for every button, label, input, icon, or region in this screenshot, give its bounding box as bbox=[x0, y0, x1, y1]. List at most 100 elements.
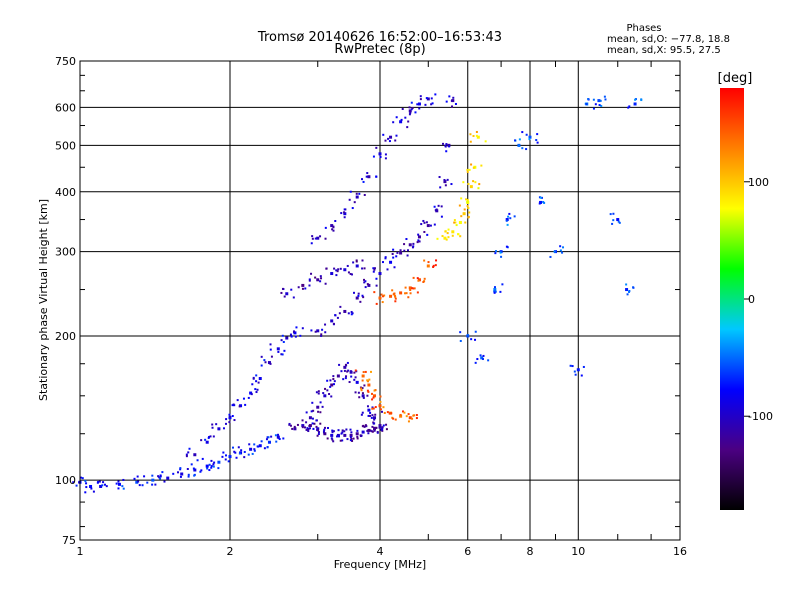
data-point-echo bbox=[340, 370, 343, 373]
data-point-echo bbox=[210, 459, 213, 462]
data-point-echo bbox=[96, 481, 99, 484]
data-point-echo bbox=[341, 439, 344, 442]
data-point-echo bbox=[266, 446, 269, 449]
data-point-echo bbox=[505, 245, 508, 248]
data-point-echo bbox=[392, 293, 395, 296]
data-point-echo bbox=[221, 455, 224, 458]
data-point-echo bbox=[247, 396, 250, 399]
data-point-echo bbox=[481, 358, 484, 361]
data-point bbox=[505, 218, 509, 222]
data-point-echo bbox=[311, 417, 314, 420]
data-point bbox=[389, 294, 393, 298]
data-point-echo bbox=[394, 418, 397, 421]
data-point-echo bbox=[386, 411, 389, 414]
data-point-echo bbox=[364, 286, 367, 289]
data-point-echo bbox=[420, 223, 423, 226]
data-point-echo bbox=[281, 334, 284, 337]
data-point-echo bbox=[356, 429, 359, 432]
colorbar-ticks: 100 0 -100 bbox=[744, 176, 773, 423]
data-point-echo bbox=[78, 481, 81, 484]
data-point-echo bbox=[394, 297, 397, 300]
data-point-echo bbox=[403, 243, 406, 246]
data-point-echo bbox=[539, 196, 542, 199]
data-point-echo bbox=[513, 215, 516, 218]
data-point-echo bbox=[224, 422, 227, 425]
data-point bbox=[293, 427, 297, 431]
data-point bbox=[180, 472, 184, 476]
data-point bbox=[355, 296, 359, 300]
data-point-echo bbox=[478, 183, 481, 186]
data-point-echo bbox=[346, 438, 349, 441]
data-point-echo bbox=[632, 286, 635, 289]
data-point-echo bbox=[307, 428, 310, 431]
data-point bbox=[285, 292, 289, 296]
data-point-echo bbox=[350, 375, 353, 378]
data-point-echo bbox=[227, 460, 230, 463]
data-point-echo bbox=[263, 359, 266, 362]
data-point bbox=[373, 416, 377, 420]
data-point-echo bbox=[375, 284, 378, 287]
data-point-echo bbox=[315, 419, 318, 422]
data-point-echo bbox=[186, 467, 189, 470]
data-point-echo bbox=[380, 428, 383, 431]
data-point bbox=[308, 424, 312, 428]
data-point-echo bbox=[345, 428, 348, 431]
data-point-echo bbox=[466, 170, 469, 173]
data-point-echo bbox=[373, 267, 376, 270]
data-point-echo bbox=[381, 261, 384, 264]
x-tick-label: 10 bbox=[571, 545, 585, 558]
data-point bbox=[205, 464, 209, 468]
data-point-echo bbox=[281, 287, 284, 290]
data-point bbox=[355, 264, 359, 268]
data-point-echo bbox=[450, 99, 453, 102]
data-point-echo bbox=[337, 434, 340, 437]
data-point-echo bbox=[324, 237, 327, 240]
data-point-echo bbox=[228, 415, 231, 418]
data-point-echo bbox=[493, 286, 496, 289]
data-point-echo bbox=[445, 150, 448, 153]
data-point-echo bbox=[474, 330, 477, 333]
data-point-echo bbox=[411, 246, 414, 249]
data-point-echo bbox=[380, 410, 383, 413]
data-point bbox=[633, 102, 637, 106]
data-point-echo bbox=[320, 277, 323, 280]
data-point-echo bbox=[301, 426, 304, 429]
data-point-echo bbox=[187, 475, 190, 478]
data-point-echo bbox=[379, 156, 382, 159]
data-point-echo bbox=[329, 385, 332, 388]
data-point-echo bbox=[448, 95, 451, 98]
data-point-echo bbox=[336, 270, 339, 273]
data-point-echo bbox=[115, 482, 118, 485]
data-point-echo bbox=[163, 480, 166, 483]
data-point-echo bbox=[146, 481, 149, 484]
data-point-echo bbox=[627, 106, 630, 109]
data-point bbox=[258, 444, 262, 448]
data-point bbox=[367, 383, 371, 387]
data-point-echo bbox=[463, 208, 466, 211]
data-point-echo bbox=[373, 291, 376, 294]
data-point-echo bbox=[434, 93, 437, 96]
data-point-echo bbox=[317, 433, 320, 436]
data-point-echo bbox=[357, 391, 360, 394]
data-point-echo bbox=[159, 477, 162, 480]
series-x-mode-low-band bbox=[354, 369, 418, 423]
data-point-echo bbox=[225, 418, 228, 421]
data-point-echo bbox=[270, 435, 273, 438]
data-point-echo bbox=[628, 290, 631, 293]
y-tick-label: 300 bbox=[55, 246, 76, 259]
data-point-echo bbox=[260, 355, 263, 358]
data-point-echo bbox=[628, 105, 631, 108]
data-point-echo bbox=[208, 469, 211, 472]
data-point-echo bbox=[406, 126, 409, 129]
data-point-echo bbox=[459, 339, 462, 342]
data-point-echo bbox=[435, 259, 438, 262]
data-point-echo bbox=[414, 111, 417, 114]
data-point-echo bbox=[416, 277, 419, 280]
data-point-echo bbox=[612, 212, 615, 215]
data-point-echo bbox=[476, 358, 479, 361]
data-point-echo bbox=[508, 212, 511, 215]
data-point-echo bbox=[445, 238, 448, 241]
data-point-echo bbox=[196, 459, 199, 462]
data-point-echo bbox=[358, 192, 361, 195]
